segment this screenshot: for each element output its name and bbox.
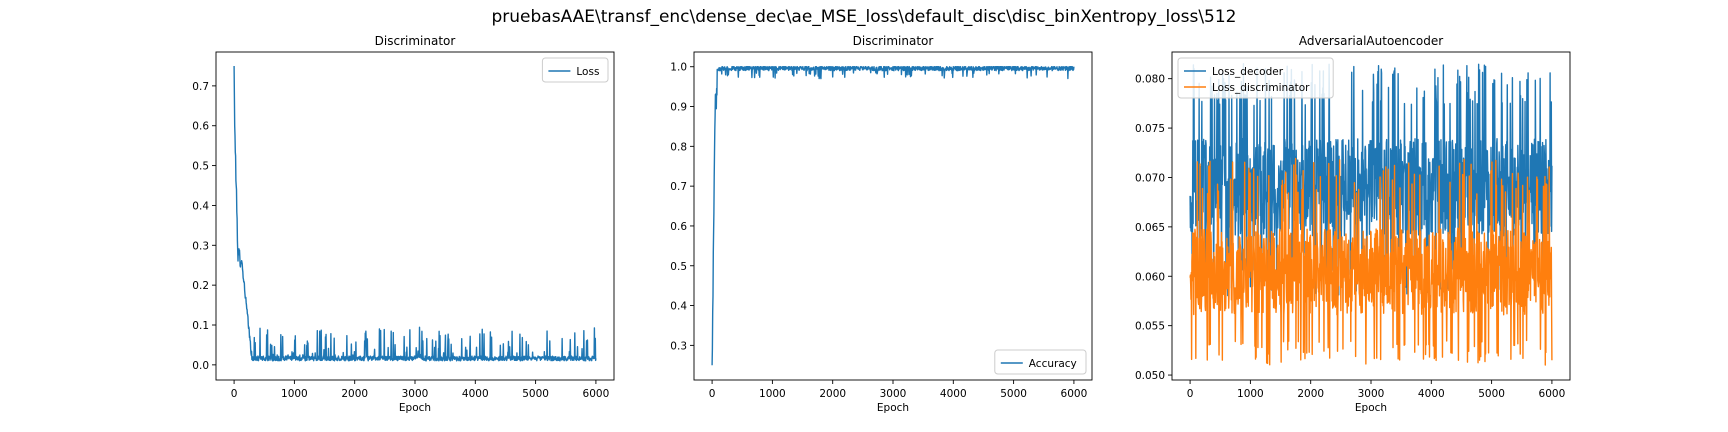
y-tick-label: 0.075: [1135, 123, 1165, 135]
x-axis-label: Epoch: [877, 402, 909, 414]
x-tick-label: 1000: [1237, 388, 1264, 400]
y-tick-label: 0.0: [192, 360, 209, 372]
x-tick-label: 5000: [1478, 388, 1505, 400]
plot-area: [233, 65, 597, 362]
legend-label-loss-discriminator: Loss_discriminator: [1212, 82, 1310, 94]
subplot-title: Discriminator: [853, 34, 934, 48]
plot-area: [1189, 63, 1553, 366]
axes-background: [694, 52, 1092, 380]
legend-box: [1177, 57, 1334, 99]
y-tick-label: 0.070: [1135, 172, 1165, 184]
y-tick-label: 0.060: [1135, 271, 1165, 283]
y-tick-label: 0.1: [192, 320, 209, 332]
x-tick-label: 6000: [1061, 388, 1088, 400]
y-tick-label: 0.7: [192, 81, 209, 93]
x-tick-label: 0: [709, 388, 716, 400]
x-tick-label: 5000: [522, 388, 549, 400]
y-tick-label: 0.4: [670, 301, 687, 313]
legend: Loss: [541, 57, 609, 83]
subplot-title: AdversarialAutoencoder: [1299, 34, 1443, 48]
figure-suptitle: pruebasAAE\transf_enc\dense_dec\ae_MSE_l…: [491, 7, 1236, 27]
y-tick-label: 0.3: [670, 340, 687, 352]
y-tick-label: 0.5: [192, 161, 209, 173]
legend-box: [994, 349, 1087, 375]
y-tick-label: 0.9: [670, 102, 687, 114]
subplot-title: Discriminator: [375, 34, 456, 48]
legend: Loss_decoder Loss_discriminator: [1177, 57, 1334, 99]
x-tick-label: 4000: [1418, 388, 1445, 400]
y-tick-label: 0.5: [670, 261, 687, 273]
series-line-accuracy: [711, 66, 1075, 366]
subplot-3: 0 1000 2000 3000 4000 5000 6000 0.050 0.055 0.060…: [1135, 34, 1571, 414]
x-tick-label: 2000: [819, 388, 846, 400]
y-tick-label: 0.8: [670, 141, 687, 153]
x-axis-label: Epoch: [399, 402, 431, 414]
y-tick-label: 0.2: [192, 280, 209, 292]
y-tick-label: 0.080: [1135, 74, 1165, 86]
x-tick-label: 0: [1187, 388, 1194, 400]
subplot-1: 0 1000 2000 3000 4000 5000 6000 0.0 0.1 0.2 0.3 0.4…: [192, 34, 615, 414]
x-tick-label: 1000: [281, 388, 308, 400]
plot-area: [711, 66, 1075, 366]
series-line-loss: [233, 65, 597, 362]
subplot-panels: 0 1000 2000 3000 4000 5000 6000 0.0 0.1 0.2 0.3 0.4…: [192, 34, 1571, 414]
x-tick-label: 1000: [759, 388, 786, 400]
y-tick-label: 0.6: [670, 221, 687, 233]
x-tick-label: 0: [231, 388, 238, 400]
x-tick-label: 4000: [462, 388, 489, 400]
y-tick-label: 0.3: [192, 240, 209, 252]
series-line-loss-discriminator: [1189, 157, 1553, 366]
legend-box: [541, 57, 609, 83]
x-tick-label: 3000: [880, 388, 907, 400]
legend-label-loss-decoder: Loss_decoder: [1212, 66, 1284, 78]
legend-label-accuracy: Accuracy: [1029, 358, 1077, 370]
x-tick-label: 3000: [1358, 388, 1385, 400]
x-tick-label: 6000: [583, 388, 610, 400]
x-tick-label: 2000: [341, 388, 368, 400]
y-tick-label: 0.065: [1135, 222, 1165, 234]
axes-background: [216, 52, 614, 380]
legend-label-loss: Loss: [576, 66, 599, 78]
x-tick-label: 2000: [1297, 388, 1324, 400]
y-tick-label: 0.055: [1135, 321, 1165, 333]
x-tick-label: 6000: [1539, 388, 1566, 400]
legend: Accuracy: [994, 349, 1087, 375]
subplot-2: 0 1000 2000 3000 4000 5000 6000 0.3 0.4 0.5 0.6 0.7…: [670, 34, 1093, 414]
y-tick-label: 1.0: [670, 62, 687, 74]
y-tick-label: 0.4: [192, 200, 209, 212]
x-axis-label: Epoch: [1355, 402, 1387, 414]
x-tick-label: 3000: [402, 388, 429, 400]
y-tick-label: 0.7: [670, 181, 687, 193]
y-tick-label: 0.050: [1135, 370, 1165, 382]
y-tick-label: 0.6: [192, 121, 209, 133]
x-tick-label: 4000: [940, 388, 967, 400]
x-tick-label: 5000: [1000, 388, 1027, 400]
